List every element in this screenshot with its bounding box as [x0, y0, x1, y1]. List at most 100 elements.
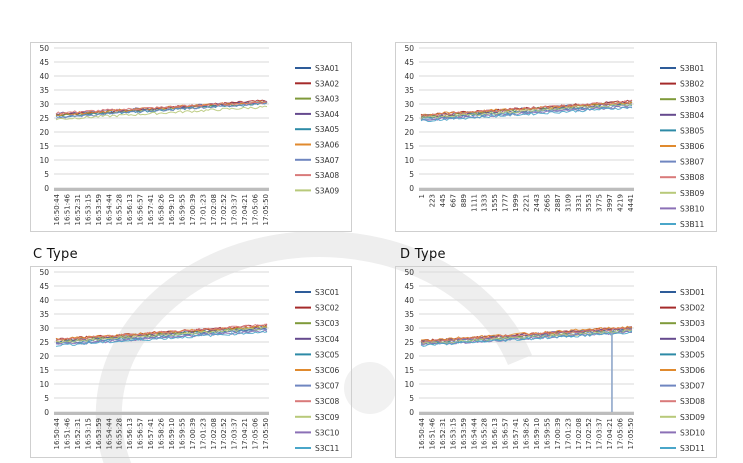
chart-a-series-line — [55, 101, 268, 119]
chart-a-ytick-label: 35 — [39, 86, 49, 95]
chart-c-xtick-label: 16:58:26 — [158, 417, 166, 449]
chart-d-xtick-label: 17:02:08 — [575, 418, 583, 449]
chart-c-xtick-label: 16:52:31 — [74, 418, 82, 449]
chart-c-ytick-label: 20 — [39, 352, 49, 361]
chart-d-series-line — [420, 327, 633, 344]
chart-c-xtick-label: 17:05:06 — [252, 417, 260, 449]
chart-a-legend-label: S3A03 — [315, 95, 339, 104]
chart-c-ytick-label: 5 — [44, 394, 49, 403]
chart-a-xtick-label: 16:59:10 — [168, 194, 176, 225]
chart-d-series-line — [420, 330, 633, 347]
chart-b-xtick-label: 445 — [439, 194, 447, 207]
chart-d-legend-label: S3D09 — [680, 413, 705, 422]
chart-b-x-axis — [419, 188, 634, 191]
chart-d-ytick-label: 30 — [404, 324, 414, 333]
chart-b-series-line — [420, 106, 633, 122]
chart-d-xtick-label: 16:56:13 — [491, 418, 499, 449]
chart-a-xtick-label: 17:04:21 — [241, 194, 249, 225]
chart-a-xtick-label: 16:55:28 — [116, 194, 124, 225]
chart-d-ytick-label: 15 — [404, 366, 414, 375]
chart-d-xtick-label: 16:53:59 — [460, 418, 468, 449]
chart-b-legend-label: S3B05 — [680, 126, 704, 135]
chart-d-xtick-label: 16:50:44 — [418, 417, 426, 449]
chart-a-xtick-label: 17:05:50 — [262, 194, 270, 225]
chart-d-legend-label: S3D02 — [680, 304, 705, 313]
chart-d-xtick-label: 16:53:15 — [449, 418, 457, 449]
chart-d-ytick-label: 35 — [404, 310, 414, 319]
chart-c-xtick-label: 17:02:52 — [220, 418, 228, 449]
chart-c-ytick-label: 25 — [39, 338, 49, 347]
chart-d-legend-label: S3D04 — [680, 335, 705, 344]
chart-d-xtick-label: 17:02:52 — [585, 418, 593, 449]
chart-d-ytick-label: 5 — [409, 394, 414, 403]
chart-d-xtick-label: 17:05:50 — [627, 418, 635, 449]
chart-a-xtick-label: 16:52:31 — [74, 194, 82, 225]
chart-b-ytick-label: 50 — [404, 44, 414, 53]
chart-b-xtick-label: 223 — [428, 194, 436, 207]
chart-d-ytick-label: 0 — [409, 408, 414, 417]
chart-a-xtick-label: 16:58:26 — [158, 193, 166, 225]
chart-c-ytick-label: 40 — [39, 296, 49, 305]
chart-a-frame — [30, 42, 352, 232]
chart-d-xtick-label: 17:05:06 — [617, 417, 625, 449]
chart-b-legend-label: S3B11 — [680, 220, 704, 229]
chart-a-xtick-label: 17:00:39 — [189, 194, 197, 225]
chart-c-xtick-label: 17:04:21 — [241, 418, 249, 449]
chart-c-xtick-label: 16:53:59 — [95, 418, 103, 449]
chart-c-xtick-label: 17:00:39 — [189, 418, 197, 449]
chart-c-xtick-label: 16:54:44 — [105, 417, 113, 449]
chart-d-legend-label: S3D10 — [680, 428, 705, 437]
chart-d-legend-label: S3D03 — [680, 319, 705, 328]
chart-c-ytick-label: 0 — [44, 408, 49, 417]
chart-b-xtick-label: 2887 — [554, 194, 562, 212]
chart-b-xtick-label: 1999 — [512, 194, 520, 212]
chart-b-xtick-label: 1 — [418, 194, 426, 198]
chart-a-ytick-label: 5 — [44, 170, 49, 179]
chart-b-xtick-label: 3997 — [606, 194, 614, 212]
chart-d-frame — [395, 266, 717, 458]
chart-a-xtick-label: 16:53:59 — [95, 194, 103, 225]
chart-a-legend-label: S3A06 — [315, 141, 339, 150]
chart-b-legend-label: S3B02 — [680, 80, 704, 89]
chart-panel-b: 50 45 40 35 30 25 20 15 10 5 0 1 223 445 667 889 1111 133… — [395, 42, 717, 232]
chart-a-xtick-label: 16:59:55 — [178, 194, 186, 225]
chart-c-xtick-label: 16:50:44 — [53, 417, 61, 449]
chart-a-ytick-label: 45 — [39, 58, 49, 67]
chart-c-series-line — [55, 324, 268, 341]
chart-c-legend-label: S3C09 — [315, 413, 340, 422]
chart-c-legend-label: S3C04 — [315, 335, 340, 344]
chart-b-legend-label: S3B04 — [680, 111, 704, 120]
chart-c-legend-label: S3C11 — [315, 444, 340, 453]
chart-c-legend-label: S3C07 — [315, 382, 340, 391]
chart-b-ytick-label: 5 — [409, 170, 414, 179]
chart-d-xtick-label: 17:03:37 — [596, 418, 604, 449]
chart-d-x-axis — [419, 412, 634, 415]
chart-a-xtick-label: 16:53:15 — [84, 194, 92, 225]
chart-c-ytick-label: 45 — [39, 282, 49, 291]
chart-b-xtick-label: 1555 — [491, 194, 499, 212]
chart-b-legend-label: S3B10 — [680, 204, 704, 213]
chart-a-legend-label: S3A05 — [315, 125, 339, 134]
chart-c-ytick-label: 35 — [39, 310, 49, 319]
chart-a-xtick-label: 16:51:46 — [63, 193, 71, 225]
chart-c-legend-label: S3C08 — [315, 397, 340, 406]
chart-c-ytick-label: 50 — [39, 268, 49, 277]
chart-d-xtick-label: 16:59:10 — [533, 418, 541, 449]
chart-panel-a: 50 45 40 35 30 25 20 15 10 5 0 16:50:44 16:51:46 16:5… — [30, 42, 352, 232]
chart-a-xtick-label: 17:03:37 — [231, 194, 239, 225]
chart-c-ytick-label: 15 — [39, 366, 49, 375]
chart-c-legend-label: S3C05 — [315, 350, 340, 359]
chart-a-series-line — [55, 100, 268, 115]
chart-a-ytick-label: 40 — [39, 72, 49, 81]
chart-c-xtick-label: 16:56:13 — [126, 418, 134, 449]
chart-c-xtick-label: 17:02:08 — [210, 418, 218, 449]
chart-d-ytick-label: 45 — [404, 282, 414, 291]
chart-a-xtick-label: 17:02:08 — [210, 194, 218, 225]
chart-b-xtick-label: 1333 — [481, 194, 489, 212]
chart-c-legend-label: S3C06 — [315, 366, 340, 375]
chart-a-xtick-label: 16:50:44 — [53, 193, 61, 225]
chart-c-legend-label: S3C02 — [315, 304, 340, 313]
chart-d-xtick-label: 17:04:21 — [606, 418, 614, 449]
chart-c-series-line — [55, 330, 268, 347]
chart-b-xtick-label: 889 — [460, 194, 468, 207]
